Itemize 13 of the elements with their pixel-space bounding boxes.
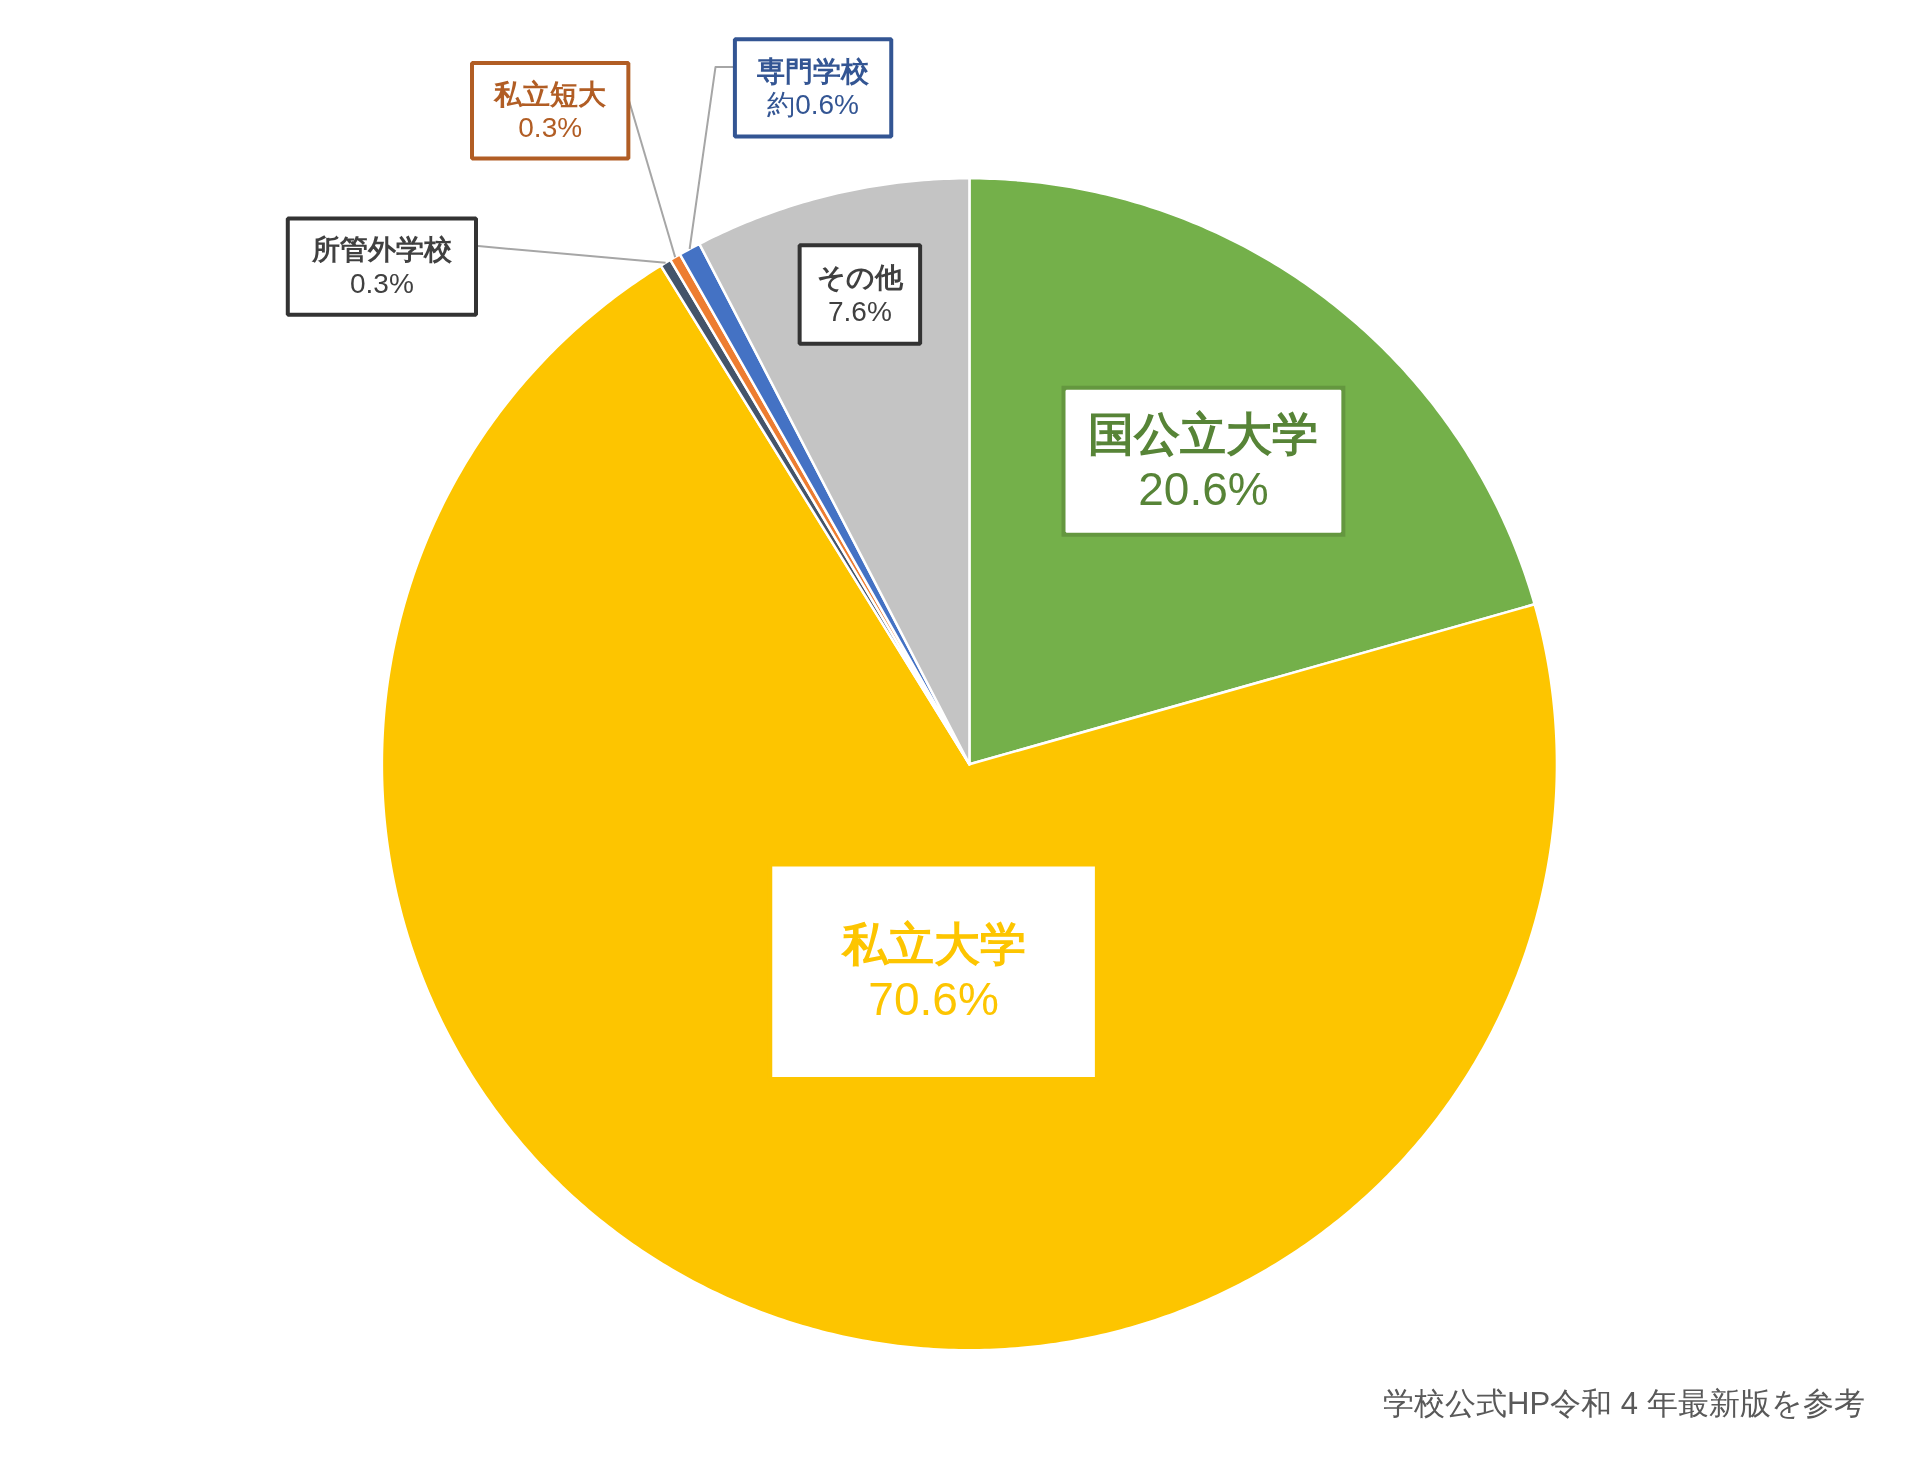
data-label: 7.6% — [827, 295, 892, 327]
data-label: 0.3% — [349, 267, 414, 299]
text: 学校公式HP令和 4 年最新版を参考 — [1383, 1386, 1865, 1422]
slice-label: 国公立大学 — [1088, 407, 1319, 460]
data-label: 70.6% — [868, 973, 999, 1026]
slice-label: 専門学校 — [756, 55, 871, 87]
slice-label: 私立短大 — [493, 78, 608, 110]
slice-label: 私立大学 — [839, 918, 1026, 971]
data-label: 20.6% — [1138, 462, 1269, 515]
data-label: 約0.6% — [767, 89, 859, 121]
slice-label: 所管外学校 — [310, 234, 453, 266]
data-label: 0.3% — [518, 111, 583, 143]
slice-label: その他 — [816, 262, 904, 294]
